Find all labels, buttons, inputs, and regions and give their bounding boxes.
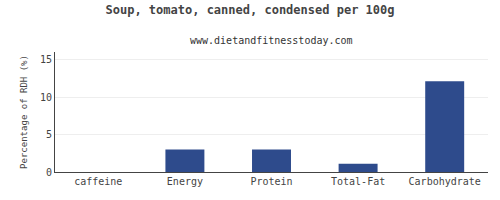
svg-text:10: 10 (40, 92, 52, 103)
svg-text:Percentage of RDH (%): Percentage of RDH (%) (19, 55, 29, 169)
svg-text:Energy: Energy (167, 176, 203, 187)
svg-text:Soup, tomato, canned, condense: Soup, tomato, canned, condensed per 100g (106, 3, 395, 17)
svg-text:Total-Fat: Total-Fat (331, 176, 385, 187)
svg-text:Protein: Protein (250, 176, 292, 187)
svg-text:Carbohydrate: Carbohydrate (409, 176, 481, 187)
svg-text:15: 15 (40, 54, 52, 65)
svg-text:0: 0 (46, 167, 52, 178)
svg-text:www.dietandfitnesstoday.com: www.dietandfitnesstoday.com (190, 35, 353, 46)
svg-text:5: 5 (46, 129, 52, 140)
svg-text:caffeine: caffeine (74, 176, 122, 187)
